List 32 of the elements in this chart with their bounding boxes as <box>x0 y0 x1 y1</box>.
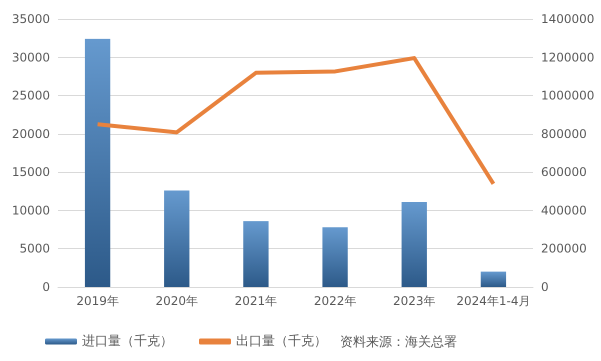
y-tick-label: 30000 <box>12 50 50 64</box>
x-tick-label: 2019年 <box>76 294 119 308</box>
y2-tick-label: 400000 <box>541 203 587 218</box>
y-tick-label: 35000 <box>12 12 50 26</box>
y-tick-label: 25000 <box>12 88 50 103</box>
y2-tick-label: 0 <box>541 280 549 294</box>
y2-tick-label: 1200000 <box>541 50 594 64</box>
x-tick-label: 2024年1-4月 <box>456 294 530 308</box>
y-tick-label: 10000 <box>12 203 50 218</box>
x-tick-label: 2021年 <box>234 294 278 308</box>
y-tick-label: 15000 <box>12 165 50 180</box>
bar <box>402 202 427 287</box>
y2-tick-label: 1400000 <box>541 12 594 26</box>
legend-label: 出口量（千克） <box>236 334 327 349</box>
y2-tick-label: 600000 <box>541 165 587 180</box>
legend-label: 进口量（千克） <box>82 334 173 349</box>
y2-tick-label: 800000 <box>541 126 587 141</box>
bar <box>84 38 110 287</box>
line-series <box>96 56 496 186</box>
bar <box>322 227 348 287</box>
bar <box>480 272 506 287</box>
y-tick-label: 5000 <box>19 242 50 256</box>
y-tick-label: 20000 <box>12 126 50 141</box>
y2-tick-label: 1000000 <box>541 88 594 103</box>
text: 资料来源：海关总署 <box>340 335 457 350</box>
bar <box>164 190 190 287</box>
x-tick-label: 2022年 <box>314 294 356 308</box>
y2-tick-label: 200000 <box>541 242 587 256</box>
bar <box>243 221 269 287</box>
x-tick-label: 2020年 <box>155 294 198 308</box>
x-tick-label: 2023年 <box>392 294 436 308</box>
y-tick-label: 0 <box>42 280 50 294</box>
